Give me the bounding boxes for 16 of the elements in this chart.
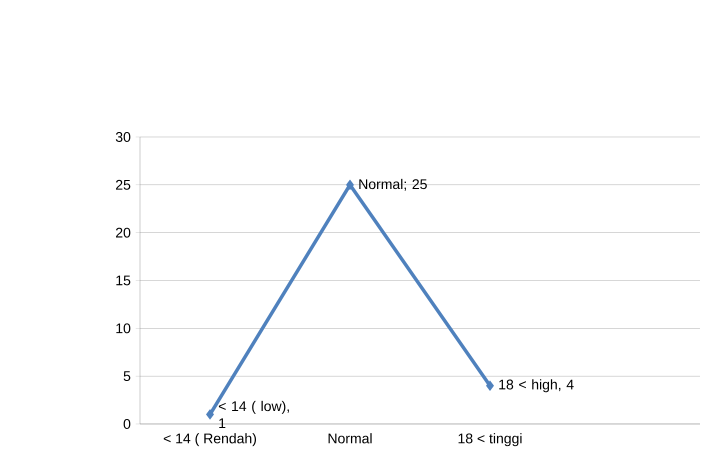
y-tick-label: 15 xyxy=(116,276,130,286)
x-tick-label: 18 < tinggi xyxy=(458,433,522,446)
y-tick-label: 5 xyxy=(124,371,130,382)
y-tick-label: 30 xyxy=(116,132,130,142)
data-label: < 14 ( low), 1 xyxy=(218,400,289,428)
point xyxy=(346,180,354,190)
y-tick-label: 20 xyxy=(116,228,130,238)
x-tick-label: < 14 ( Rendah) xyxy=(164,433,256,446)
data-label: 18 < high, 4 xyxy=(499,379,574,392)
x-tick-label: Normal xyxy=(328,433,372,444)
point xyxy=(206,409,214,420)
point xyxy=(486,380,494,391)
y-tick-label: 25 xyxy=(116,180,130,190)
data-label: Normal; 25 xyxy=(359,178,427,191)
y-tick-label: 0 xyxy=(124,419,130,429)
y-tick-label: 10 xyxy=(116,323,130,334)
